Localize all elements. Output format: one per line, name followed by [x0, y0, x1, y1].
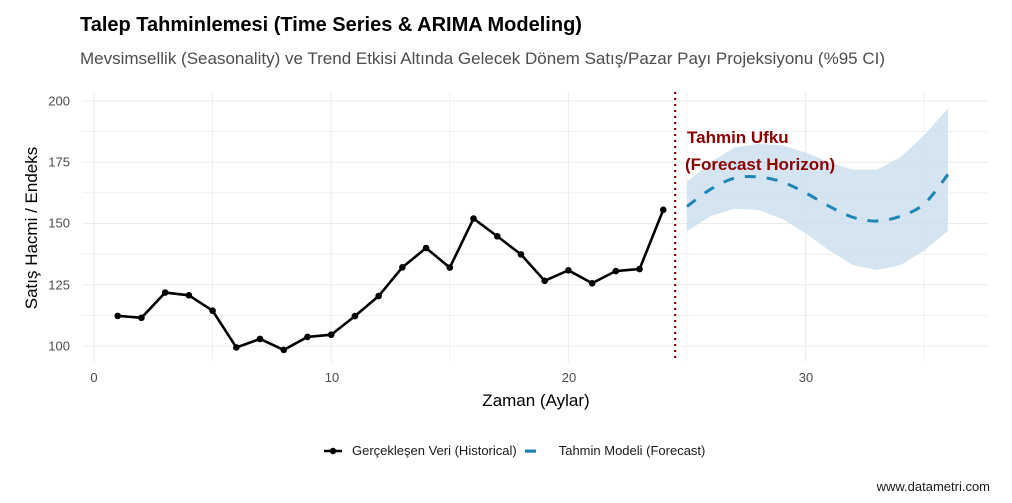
x-tick-label: 10	[324, 370, 340, 385]
footer-url: www.datametri.com	[876, 479, 990, 494]
chart-title: Talep Tahminlemesi (Time Series & ARIMA …	[80, 14, 582, 36]
historical-data-point	[612, 267, 620, 275]
x-tick-label: 20	[561, 370, 577, 385]
grid-lines	[82, 92, 988, 362]
forecast-dash-icon	[523, 444, 545, 458]
x-tick-label: 0	[90, 370, 98, 385]
historical-data-point	[493, 232, 501, 240]
historical-data-point	[446, 264, 454, 271]
forecast-horizon-annotation-line1: Tahmin Ufku	[687, 128, 789, 147]
historical-data-point	[659, 206, 667, 214]
historical-data-point	[565, 266, 572, 274]
historical-data-point	[351, 312, 359, 320]
historical-data-point	[256, 335, 264, 343]
historical-data-point	[161, 289, 169, 296]
historical-data-point	[588, 279, 596, 287]
historical-data-point	[541, 277, 548, 285]
y-tick-label: 200	[48, 93, 70, 109]
historical-line-point-icon	[322, 444, 344, 458]
historical-data-point	[185, 291, 193, 299]
x-axis-label: Zaman (Aylar)	[482, 391, 590, 410]
historical-data-point	[399, 264, 406, 271]
chart-subtitle: Mevsimsellik (Seasonality) ve Trend Etki…	[80, 49, 885, 68]
historical-data-point	[138, 314, 145, 322]
historical-data-point	[636, 265, 643, 273]
y-tick-label: 150	[48, 215, 70, 231]
historical-data-point	[114, 312, 122, 320]
legend: Gerçekleşen Veri (Historical) Tahmin Mod…	[322, 443, 711, 458]
forecast-horizon-annotation-line2: (Forecast Horizon)	[685, 155, 835, 174]
y-tick-label: 100	[48, 338, 70, 354]
historical-data-point	[470, 215, 477, 222]
historical-data-point	[233, 344, 240, 351]
y-tick-label: 125	[48, 277, 70, 293]
x-tick-label: 30	[798, 370, 814, 385]
historical-data-point	[422, 244, 430, 252]
y-axis-label: Satış Hacmi / Endeks	[22, 146, 41, 310]
historical-data-point	[327, 331, 335, 339]
confidence-interval-band	[687, 108, 948, 271]
historical-data-point	[280, 346, 288, 354]
historical-series-points	[114, 206, 667, 354]
legend-item-historical: Gerçekleşen Veri (Historical)	[322, 443, 517, 458]
historical-series-line	[117, 209, 665, 352]
historical-data-point	[209, 307, 216, 315]
historical-data-point	[304, 333, 311, 341]
y-tick-label: 175	[48, 154, 70, 170]
legend-item-forecast: Tahmin Modeli (Forecast)	[523, 443, 706, 458]
historical-data-point	[375, 292, 382, 300]
legend-label-forecast: Tahmin Modeli (Forecast)	[558, 443, 706, 458]
forecast-series-line	[686, 173, 950, 223]
historical-data-point	[517, 251, 525, 258]
legend-label-historical: Gerçekleşen Veri (Historical)	[352, 443, 517, 458]
